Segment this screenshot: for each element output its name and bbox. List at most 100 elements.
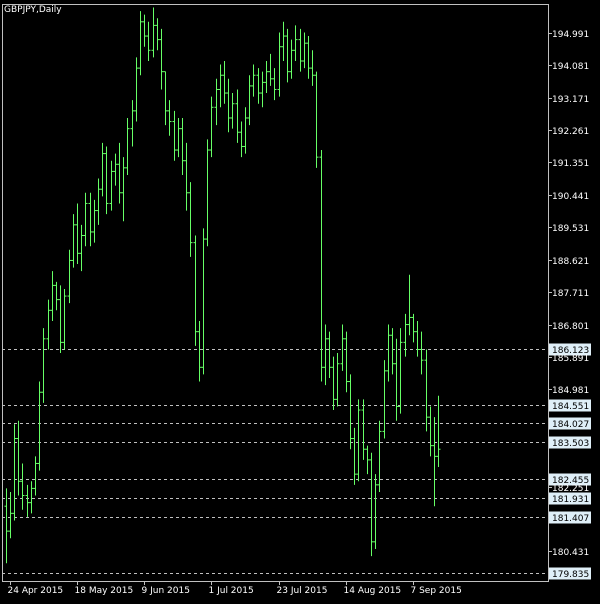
price-tick-label: 180.431	[552, 548, 589, 558]
level-label-box	[549, 511, 591, 524]
price-tick-label: 192.261	[552, 127, 589, 137]
ohlc-bar	[201, 228, 206, 375]
ohlc-bar	[134, 57, 139, 122]
level-label-box	[549, 567, 591, 580]
price-tick-label: 194.081	[552, 62, 589, 72]
axis-layer: 194.991 194.081 193.171 192.261 191.351 190.4…	[2, 4, 589, 596]
ohlc-bar	[428, 406, 433, 457]
ohlc-bar	[163, 71, 168, 126]
ohlc-bar	[394, 338, 399, 421]
level-label: 181.931	[552, 495, 589, 505]
bars-layer	[4, 7, 441, 564]
ohlc-bar	[331, 356, 336, 411]
ohlc-bar	[146, 21, 151, 61]
ohlc-bar	[96, 178, 101, 225]
ohlc-bar	[20, 463, 25, 510]
ohlc-bar	[398, 328, 403, 414]
ohlc-bar	[348, 374, 353, 450]
date-tick-label: 1 Jul 2015	[209, 586, 254, 596]
ohlc-bar	[167, 100, 172, 136]
ohlc-bar	[50, 271, 55, 321]
ohlc-bar	[71, 214, 76, 268]
ohlc-bar	[172, 110, 177, 161]
plot-frame	[2, 4, 549, 582]
ohlc-bar	[46, 299, 51, 350]
ohlc-bar	[361, 399, 366, 460]
ohlc-bar	[109, 160, 114, 211]
ohlc-bar	[298, 28, 303, 72]
ohlc-bar	[247, 75, 252, 126]
ohlc-bar	[67, 249, 72, 304]
ohlc-bar	[41, 328, 46, 403]
level-label: 182.455	[552, 476, 589, 486]
ohlc-bar	[142, 14, 147, 47]
ohlc-bar	[289, 39, 294, 79]
ohlc-bar	[264, 60, 269, 94]
ohlc-bar	[117, 142, 122, 204]
ohlc-bar	[415, 320, 420, 357]
level-label: 186.123	[552, 346, 589, 356]
ohlc-bar	[424, 349, 429, 432]
ohlc-bar	[277, 32, 282, 97]
ohlc-bar	[100, 142, 105, 197]
ohlc-bar	[205, 139, 210, 247]
ohlc-bar	[356, 399, 361, 482]
level-label-box	[549, 399, 591, 412]
levels-layer: 186.123 184.551 184.027 183.503 182.455 181.9…	[2, 343, 591, 580]
ohlc-bar	[209, 96, 214, 158]
ohlc-bar	[176, 117, 181, 158]
ohlc-bar	[138, 11, 143, 76]
ohlc-bar	[218, 64, 223, 108]
ohlc-bar	[268, 53, 273, 86]
ohlc-bar	[411, 313, 416, 343]
date-tick-label: 23 Jul 2015	[277, 586, 328, 596]
ohlc-bar	[159, 28, 164, 90]
ohlc-bar	[151, 7, 156, 58]
ohlc-bar	[407, 274, 412, 336]
ohlc-bar	[302, 32, 307, 69]
ohlc-bar	[79, 224, 84, 272]
ohlc-bar	[62, 288, 67, 350]
ohlc-bar	[235, 89, 240, 143]
level-label: 183.503	[552, 439, 589, 449]
ohlc-bar	[104, 146, 109, 215]
level-label: 184.027	[552, 420, 589, 430]
ohlc-bar	[193, 235, 198, 346]
ohlc-bar	[272, 68, 277, 101]
ohlc-bar	[54, 281, 59, 311]
level-label-box	[549, 436, 591, 449]
ohlc-bar	[214, 78, 219, 126]
price-tick-label: 191.351	[552, 159, 589, 169]
level-label: 181.407	[552, 514, 589, 524]
ohlc-bar	[403, 313, 408, 357]
date-tick-label: 14 Aug 2015	[344, 586, 402, 596]
ohlc-bar	[33, 456, 38, 496]
ohlc-bar	[293, 25, 298, 61]
ohlc-bar	[251, 64, 256, 97]
price-tick-label: 194.991	[552, 30, 589, 40]
date-tick-label: 18 May 2015	[75, 586, 134, 596]
ohlc-bar	[352, 427, 357, 485]
ohlc-bar	[335, 353, 340, 407]
ohlc-bar	[83, 192, 88, 247]
date-tick-label: 9 Jun 2015	[142, 586, 190, 596]
price-tick-label: 184.981	[552, 386, 589, 396]
ohlc-bar	[319, 150, 324, 382]
level-label-box	[549, 343, 591, 356]
price-tick-label: 190.441	[552, 192, 589, 202]
ohlc-bar	[130, 100, 135, 147]
ohlc-bar	[310, 50, 315, 86]
ohlc-bar	[121, 157, 126, 222]
ohlc-bar	[281, 21, 286, 61]
ohlc-bar	[197, 320, 202, 382]
ohlc-bar	[365, 445, 370, 475]
ohlc-bar	[92, 199, 97, 243]
level-label-box	[549, 417, 591, 430]
ohlc-bar	[4, 488, 9, 564]
price-tick-label: 185.891	[552, 354, 589, 364]
ohlc-bar	[58, 285, 63, 354]
ohlc-bar	[436, 395, 441, 468]
ohlc-bar	[369, 452, 374, 557]
